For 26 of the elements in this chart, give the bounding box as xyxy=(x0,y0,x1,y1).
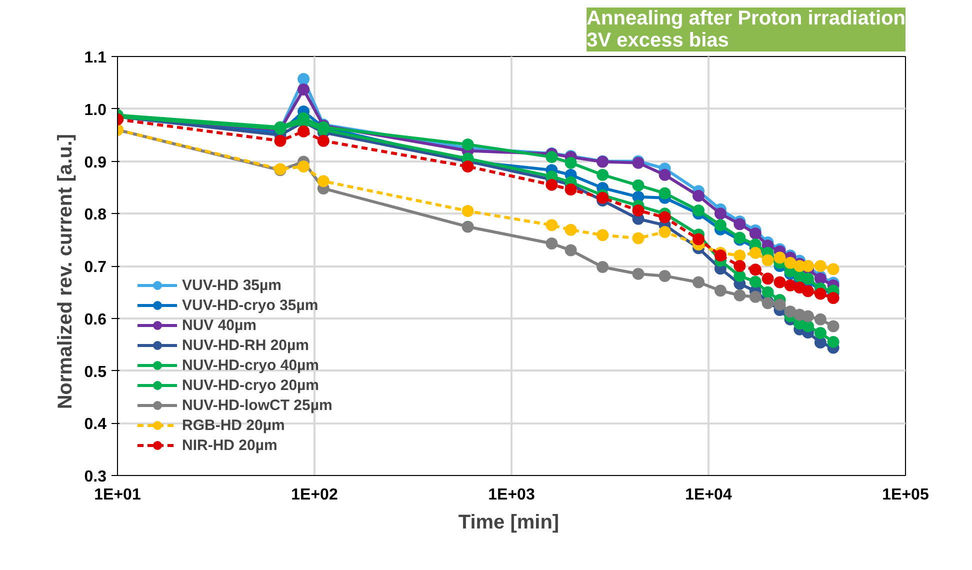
legend-label: NIR-HD 20µm xyxy=(182,436,278,454)
y-tick-label: 0.6 xyxy=(84,311,107,328)
legend-label: NUV 40µm xyxy=(182,316,257,334)
x-tick-label: 1E+02 xyxy=(291,486,338,504)
y-tick-label: 0.4 xyxy=(84,416,107,434)
y-tick-label: 0.5 xyxy=(84,364,107,381)
y-tick-label: 1.0 xyxy=(84,102,107,119)
x-tick-label: 1E+03 xyxy=(488,486,535,504)
chart-title: Annealing after Proton irradiation 3V excess bias xyxy=(586,8,906,52)
y-axis-title: Normalized rev. current [a.u.] xyxy=(54,134,76,410)
y-tick-label: 0.7 xyxy=(84,259,107,276)
y-tick-label: 1.1 xyxy=(84,50,107,66)
x-tick-label: 1E+05 xyxy=(882,486,929,504)
legend-label: VUV-HD-cryo 35µm xyxy=(182,296,318,314)
legend-label: NUV-HD-cryo 40µm xyxy=(182,356,320,374)
x-tick-label: 1E+01 xyxy=(94,486,141,504)
y-tick-label: 0.8 xyxy=(84,206,107,224)
y-tick-label: 0.9 xyxy=(84,154,107,172)
legend-label: NUV-HD-lowCT 25µm xyxy=(182,396,332,414)
legend-label: NUV-HD-RH 20µm xyxy=(182,336,309,354)
legend-label: NUV-HD-cryo 20µm xyxy=(182,376,320,394)
x-axis-title: Time [min] xyxy=(458,512,560,534)
legend-label: VUV-HD 35µm xyxy=(182,276,282,294)
y-tick-label: 0.3 xyxy=(84,468,107,486)
legend-label: RGB-HD 20µm xyxy=(182,416,285,434)
x-tick-label: 1E+04 xyxy=(685,486,732,504)
